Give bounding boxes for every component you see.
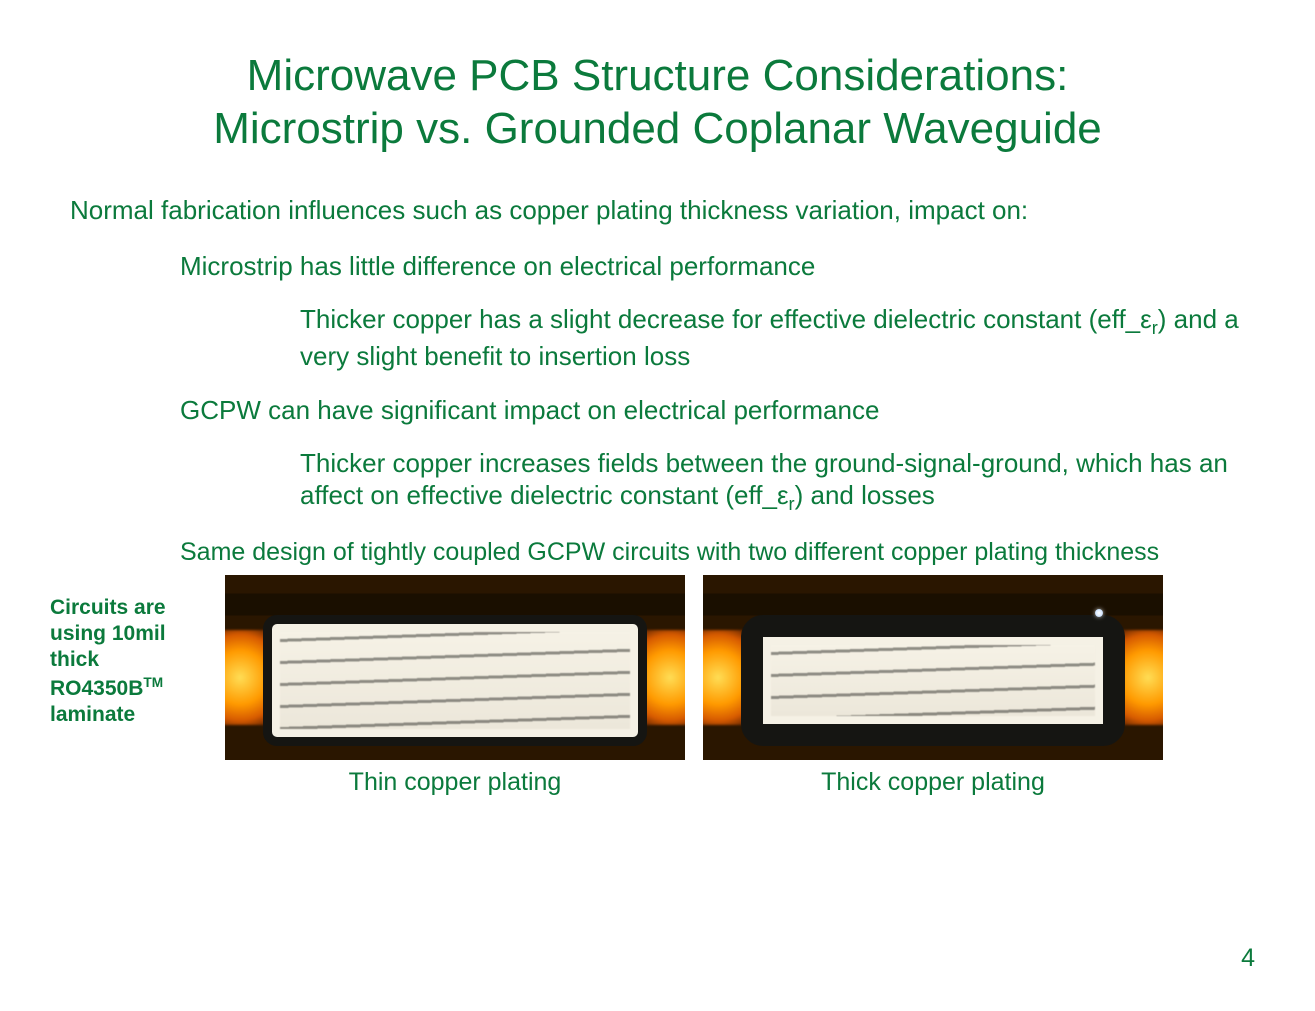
gcpw-detail: Thicker copper increases fields between … xyxy=(300,447,1265,516)
cross-section-thick xyxy=(703,575,1163,760)
side-note-tm: TM xyxy=(143,675,163,690)
gcpw-detail-post: ) and losses xyxy=(795,480,935,510)
intro-text: Normal fabrication influences such as co… xyxy=(70,194,1265,227)
gcpw-detail-pre: Thicker copper increases fields between … xyxy=(300,448,1228,511)
figure-intro: Same design of tightly coupled GCPW circ… xyxy=(180,538,1265,567)
figure-thick: Thick copper plating xyxy=(703,575,1163,797)
glow-left xyxy=(703,630,743,725)
page-number: 4 xyxy=(1241,944,1255,973)
glow-right xyxy=(1123,630,1163,725)
figures-row: Thin copper plating Thick copper plating xyxy=(225,575,1163,797)
gcpw-heading: GCPW can have significant impact on elec… xyxy=(180,394,1265,427)
microstrip-heading: Microstrip has little difference on elec… xyxy=(180,250,1265,283)
slide: Microwave PCB Structure Considerations: … xyxy=(0,0,1315,1011)
microstrip-detail-pre: Thicker copper has a slight decrease for… xyxy=(300,304,1152,334)
cross-section-thin xyxy=(225,575,685,760)
speck-icon xyxy=(1095,609,1103,617)
title-line-1: Microwave PCB Structure Considerations: xyxy=(247,51,1069,100)
caption-thin: Thin copper plating xyxy=(349,768,562,797)
caption-thick: Thick copper plating xyxy=(821,768,1045,797)
chip-thick xyxy=(741,615,1125,746)
microstrip-detail: Thicker copper has a slight decrease for… xyxy=(300,303,1265,372)
glow-right xyxy=(645,630,685,725)
title-line-2: Microstrip vs. Grounded Coplanar Wavegui… xyxy=(213,104,1102,153)
figures-area: Circuits are using 10mil thick RO4350BTM… xyxy=(50,575,1265,835)
glow-left xyxy=(225,630,265,725)
side-note-post: laminate xyxy=(50,703,135,726)
chip-thin xyxy=(263,615,647,746)
figure-thin: Thin copper plating xyxy=(225,575,685,797)
slide-title: Microwave PCB Structure Considerations: … xyxy=(50,50,1265,156)
side-note: Circuits are using 10mil thick RO4350BTM… xyxy=(50,595,210,728)
